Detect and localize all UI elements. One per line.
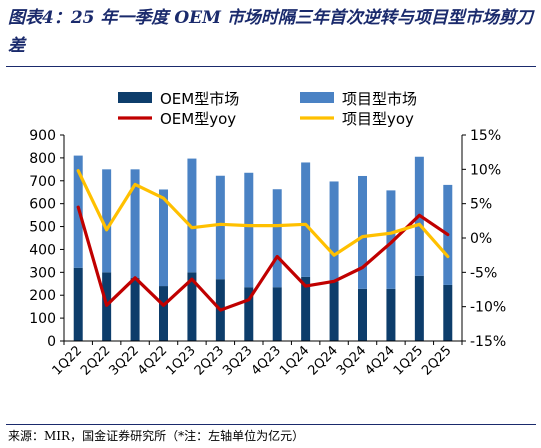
x-tick-label: 2Q22 bbox=[78, 343, 113, 378]
x-tick-label: 4Q22 bbox=[135, 343, 170, 378]
x-tick-label: 3Q24 bbox=[334, 343, 369, 378]
oem-bar bbox=[73, 267, 83, 341]
oem-bar bbox=[130, 278, 140, 341]
oem-yoy-line bbox=[76, 205, 450, 312]
x-tick-label: 4Q23 bbox=[249, 343, 284, 378]
x-tick-label: 2Q24 bbox=[306, 343, 341, 378]
project-bar bbox=[272, 189, 282, 288]
oem-bar bbox=[301, 276, 311, 341]
legend-label: 项目型市场 bbox=[342, 90, 417, 108]
project-bar bbox=[130, 169, 140, 279]
y-right-tick-label: 10% bbox=[470, 162, 501, 178]
y-left-tick-label: 900 bbox=[29, 128, 56, 144]
y-right-tick-label: -10% bbox=[470, 300, 506, 316]
project-bar bbox=[301, 162, 311, 277]
chart-legend: OEM型市场 项目型市场 OEM型yoy 项目型yoy bbox=[118, 90, 417, 128]
x-tick-label: 3Q23 bbox=[220, 343, 255, 378]
oem-bar bbox=[414, 275, 424, 341]
oem-bar bbox=[443, 284, 453, 341]
y-left-tick-label: 200 bbox=[29, 288, 56, 304]
oem-bar bbox=[358, 288, 367, 341]
project-bar bbox=[329, 181, 339, 282]
legend-label: OEM型市场 bbox=[160, 90, 239, 108]
project-bar bbox=[102, 169, 112, 273]
y-left-tick-label: 500 bbox=[29, 220, 56, 236]
oem-bar bbox=[159, 286, 168, 341]
project-yoy-line bbox=[76, 169, 450, 259]
y-left-tick-label: 300 bbox=[29, 265, 56, 281]
oem-bar bbox=[329, 281, 339, 341]
y-right-tick-label: -15% bbox=[470, 334, 506, 350]
x-tick-label: 4Q24 bbox=[362, 343, 397, 378]
x-tick-label: 2Q23 bbox=[192, 343, 227, 378]
source-note: 来源：MIR，国金证券研究所（*注：左轴单位为亿元） bbox=[8, 429, 305, 443]
oem-bar bbox=[272, 287, 282, 341]
y-left-tick-label: 400 bbox=[29, 242, 56, 258]
y-right-tick-label: 0% bbox=[470, 231, 492, 247]
project-bar bbox=[215, 175, 225, 280]
oem-bar bbox=[244, 287, 254, 341]
y-left-tick-label: 600 bbox=[29, 197, 56, 213]
project-bar bbox=[358, 175, 367, 289]
legend-label: 项目型yoy bbox=[342, 110, 414, 128]
legend-oem-bar-swatch bbox=[118, 92, 152, 103]
project-bar bbox=[386, 190, 396, 289]
source-divider bbox=[6, 424, 536, 425]
y-right-tick-label: 15% bbox=[470, 128, 501, 144]
project-bar bbox=[244, 172, 254, 288]
y-left-tick-label: 100 bbox=[29, 311, 56, 327]
oem-bar bbox=[187, 272, 197, 341]
title-divider bbox=[6, 66, 536, 67]
x-tick-label: 3Q22 bbox=[107, 343, 142, 378]
axes-layer: 0 100 200 300 400 500 600 700 800 900 -15% -10% -5% 0… bbox=[29, 128, 506, 379]
figure-title: 图表4：25 年一季度 OEM 市场时隔三年首次逆转与项目型市场剪刀差 bbox=[8, 8, 533, 56]
x-tick-label: 1Q24 bbox=[277, 343, 312, 378]
bar-layer bbox=[73, 155, 453, 341]
oem-bar bbox=[386, 288, 396, 341]
y-left-tick-label: 0 bbox=[47, 334, 56, 350]
y-left-tick-label: 700 bbox=[29, 174, 56, 190]
x-tick-label: 2Q25 bbox=[419, 343, 454, 378]
project-bar bbox=[159, 189, 168, 287]
legend-label: OEM型yoy bbox=[160, 110, 236, 128]
y-right-tick-label: 5% bbox=[470, 197, 492, 213]
y-right-tick-label: -5% bbox=[470, 265, 497, 281]
line-layer bbox=[76, 169, 450, 312]
x-tick-label: 1Q23 bbox=[163, 343, 198, 378]
legend-project-bar-swatch bbox=[300, 92, 334, 103]
project-bar bbox=[187, 158, 197, 273]
x-tick-label: 1Q25 bbox=[391, 343, 426, 378]
y-left-tick-label: 800 bbox=[29, 151, 56, 167]
